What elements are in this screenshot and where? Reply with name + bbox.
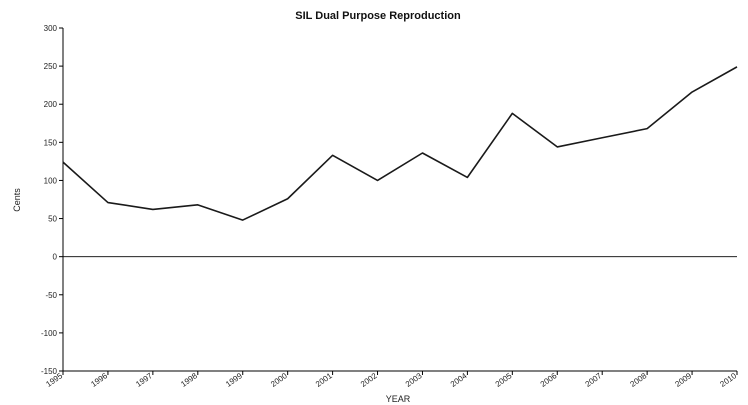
x-axis-label: YEAR xyxy=(386,394,411,404)
x-tick-label: 1999 xyxy=(224,371,244,389)
y-tick-label: 150 xyxy=(44,138,58,147)
y-tick-label: 100 xyxy=(44,176,58,185)
x-tick-label: 1998 xyxy=(179,371,199,389)
y-tick-label: 50 xyxy=(48,215,57,224)
x-tick-label: 1996 xyxy=(89,371,109,389)
y-tick-label: -50 xyxy=(45,291,57,300)
y-tick-label: 200 xyxy=(44,100,58,109)
series-layer xyxy=(62,66,738,221)
x-tick-label: 1997 xyxy=(134,371,154,389)
x-tick-label: 2003 xyxy=(404,371,424,389)
chart-title: SIL Dual Purpose Reproduction xyxy=(295,10,461,22)
y-axis-label: Cents xyxy=(12,188,22,212)
y-tick-label: 250 xyxy=(44,62,58,71)
x-tick-label: 2008 xyxy=(629,371,649,389)
x-tick-label: 2007 xyxy=(584,371,604,389)
y-tick-label: -100 xyxy=(41,329,58,338)
x-tick-label: 2000 xyxy=(269,371,289,389)
x-tick-label: 2005 xyxy=(494,371,514,389)
x-tick-label: 2004 xyxy=(449,371,469,389)
series-line-0 xyxy=(62,66,738,221)
x-tick-label: 2002 xyxy=(359,371,379,389)
x-tick-label: 2009 xyxy=(673,371,693,389)
y-tick-label: 300 xyxy=(44,24,58,33)
y-tick-label: -150 xyxy=(41,367,58,376)
x-tick-label: 2010 xyxy=(718,371,738,389)
x-tick-label: 2006 xyxy=(539,371,559,389)
x-tick-label: 2001 xyxy=(314,371,334,389)
y-tick-label: 0 xyxy=(53,253,58,262)
